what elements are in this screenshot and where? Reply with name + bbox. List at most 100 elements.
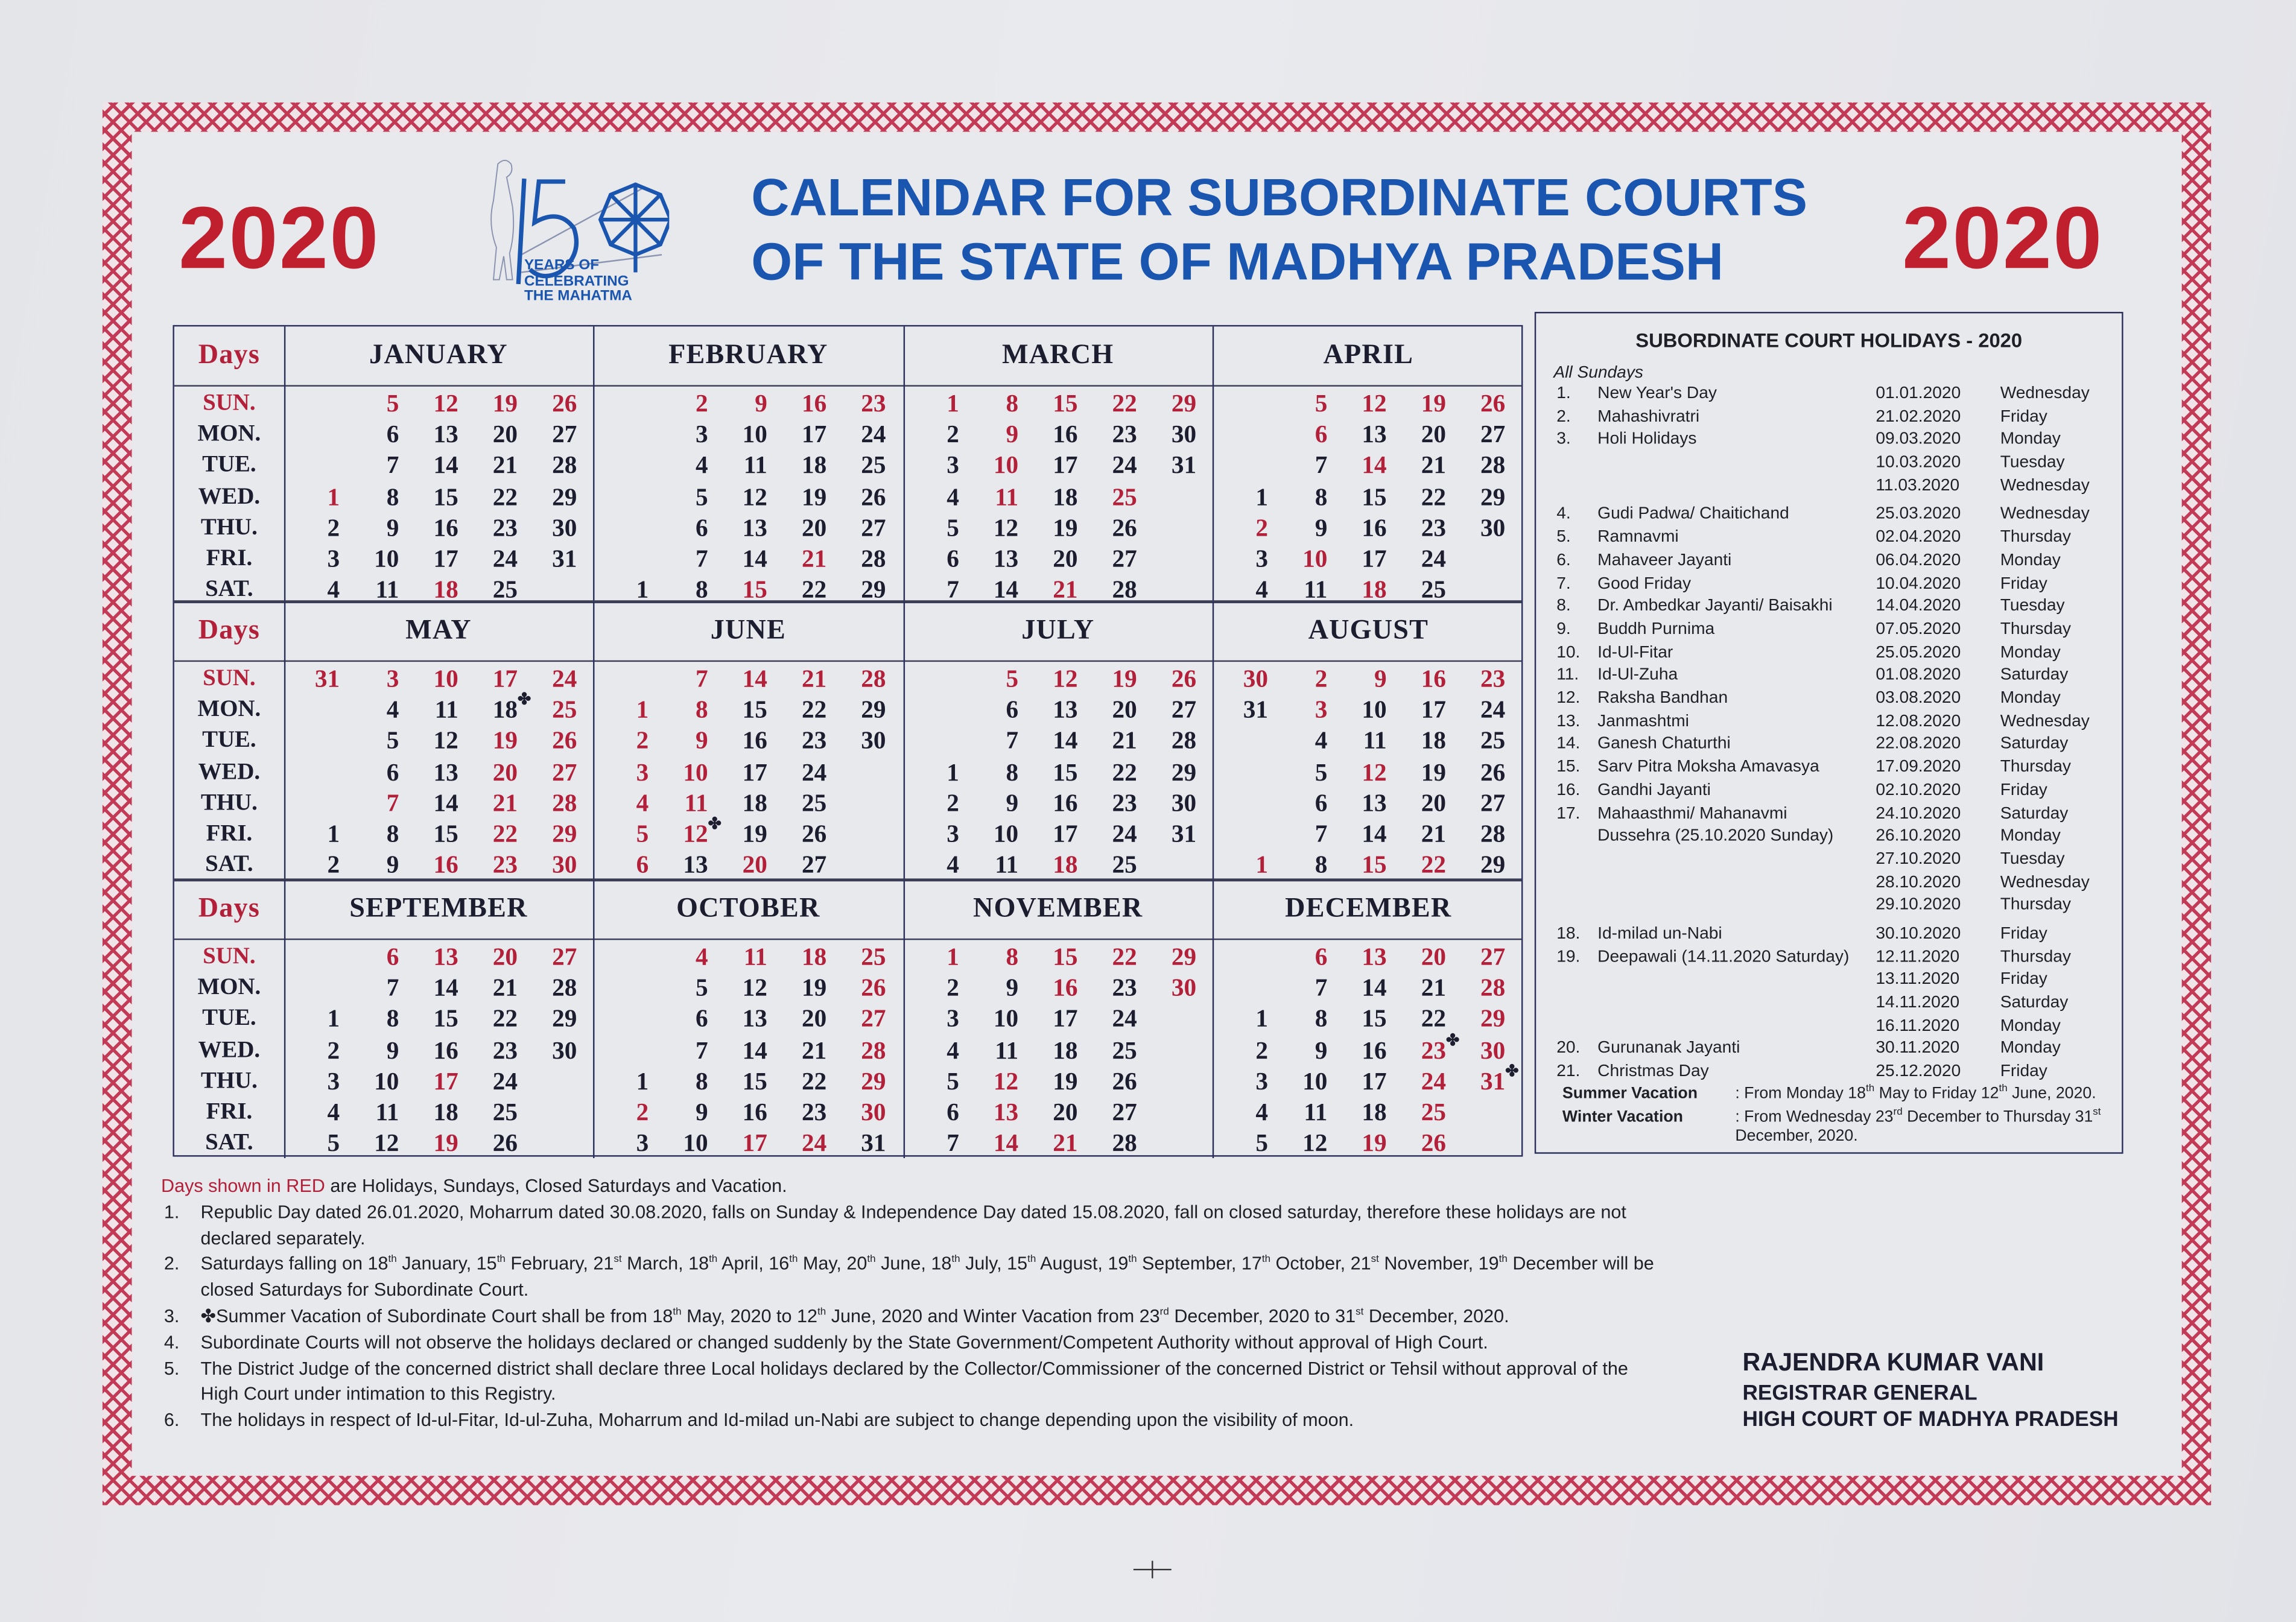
calendar-day: 10 [742,420,767,449]
holiday-row: 7. Good Friday 10.04.2020 Friday [1536,572,2122,595]
holiday-date: 25.05.2020 [1876,642,1961,662]
calendar-day: 12 [993,513,1019,542]
vacation-star-icon: ✤ [518,691,531,709]
calendar-day: 24 [801,1129,827,1158]
calendar-day: 11 [1304,575,1328,604]
vacation-star-icon: ✤ [1445,1031,1460,1050]
calendar-day: 3 [1255,544,1269,573]
calendar-day: 4 [947,851,959,879]
calendar-day: 27 [1171,695,1197,724]
calendar-day: 7 [386,974,399,1002]
divider [1212,601,1214,880]
day-name-sat: SAT. [205,577,253,603]
calendar-day: 29 [1171,389,1197,417]
holiday-weekday: Wednesday [2000,383,2090,403]
calendar-day: 18 [1053,851,1078,879]
calendar-day: 24 [1112,820,1137,848]
month-header-march: MARCH [1001,340,1114,371]
calendar-day: 28 [552,451,577,480]
calendar-day: 2 [327,513,340,542]
calendar-day: 3 [695,420,708,449]
note-number: 2. [163,1253,180,1275]
holiday-row: 27.10.2020 Tuesday [1536,847,2122,870]
holiday-list-panel: SUBORDINATE COURT HOLIDAYS - 2020 All Su… [1534,312,2123,1154]
calendar-day: 8 [1006,943,1019,971]
calendar-day: 10 [1362,695,1387,724]
calendar-day: 20 [742,851,767,879]
calendar-day: 19 [1112,664,1137,693]
calendar-day: 11 [684,788,708,817]
calendar-day: 19 [492,726,518,755]
calendar-day: 8 [386,483,399,511]
calendar-day: 31 [314,664,340,693]
holiday-number: 12. [1556,688,1581,708]
calendar-day: 26 [1171,664,1197,693]
calendar-day: 29 [861,695,886,724]
holiday-date: 09.03.2020 [1876,429,1961,449]
vacation-period: : From Wednesday 23rd December to Thursd… [1735,1107,2101,1145]
holiday-row: 11.03.2020 Wednesday [1536,474,2122,497]
holiday-row: 4. Gudi Padwa/ Chaitichand 25.03.2020 Wedne… [1536,503,2122,526]
calendar-day: 22 [1112,758,1137,786]
calendar-day: 15 [1053,943,1078,971]
note-text: ✤Summer Vacation of Subordinate Court sh… [200,1306,1509,1327]
calendar-day: 18 [1053,483,1078,511]
calendar-day: 21 [1053,575,1078,604]
divider [593,326,595,602]
calendar-day: 16 [742,1098,767,1126]
calendar-day: 1 [1255,483,1269,511]
holiday-name: Holi Holidays [1597,429,1697,449]
calendar-day: 7 [947,1129,959,1158]
calendar-day: 23 [1112,788,1137,817]
calendar-day: 6 [1314,420,1328,449]
day-name-sun: SUN. [203,666,256,691]
month-header-august: AUGUST [1308,615,1429,646]
holiday-number: 11. [1556,665,1579,685]
holiday-row: Dussehra (25.10.2020 Sunday) 26.10.2020 Mo… [1536,825,2122,847]
calendar-day: 27 [1112,1098,1137,1126]
calendar-day: 14 [993,1129,1019,1158]
calendar-day: 27 [801,851,827,879]
divider [1212,326,1214,602]
calendar-day: 27 [1480,420,1506,449]
calendar-day: 19 [1421,389,1446,417]
calendar-day: 1 [327,483,340,511]
holiday-name: Ramnavmi [1597,527,1679,546]
note-number: 3. [163,1306,180,1327]
calendar-day: 1 [1255,1005,1269,1033]
calendar-day: 6 [386,420,399,449]
holiday-weekday: Monday [2000,429,2061,449]
holiday-date: 25.03.2020 [1876,504,1961,524]
calendar-day: 28 [552,788,577,817]
holiday-date: 02.10.2020 [1876,780,1961,799]
calendar-day: 17 [1362,1067,1387,1095]
calendar-day: 25 [1112,1036,1137,1064]
calendar-day: 13 [433,758,458,786]
calendar-day: 15 [742,695,767,724]
calendar-day: 16 [742,726,767,755]
holiday-name: Sarv Pitra Moksha Amavasya [1597,757,1819,776]
calendar-day: 4 [327,575,340,604]
page-title: CALENDAR FOR SUBORDINATE COURTS OF THE S… [751,166,1808,292]
calendar-day: 10 [433,664,458,693]
holiday-name: Deepawali (14.11.2020 Saturday) [1597,946,1850,966]
day-name-mon: MON. [197,975,261,1001]
calendar-day: 15 [1053,389,1078,417]
calendar-day: 28 [1480,974,1506,1002]
calendar-day: 14 [1362,820,1387,848]
calendar-day: 6 [947,544,959,573]
holiday-weekday: Thursday [2000,619,2071,639]
calendar-day: 10 [993,451,1019,480]
calendar-day: 8 [386,1005,399,1033]
holiday-weekday: Friday [2000,923,2047,943]
calendar-day: 6 [1314,943,1328,971]
calendar-day: 10 [993,1005,1019,1033]
registration-mark-icon [1133,1560,1172,1579]
holiday-date: 12.08.2020 [1876,711,1961,730]
calendar-day: 17 [801,420,827,449]
month-header-november: NOVEMBER [973,893,1143,924]
calendar-day: 31 [861,1129,886,1158]
calendar-day: 23 [492,513,518,542]
calendar-day: 2 [947,788,959,817]
holiday-weekday: Friday [2000,780,2047,799]
